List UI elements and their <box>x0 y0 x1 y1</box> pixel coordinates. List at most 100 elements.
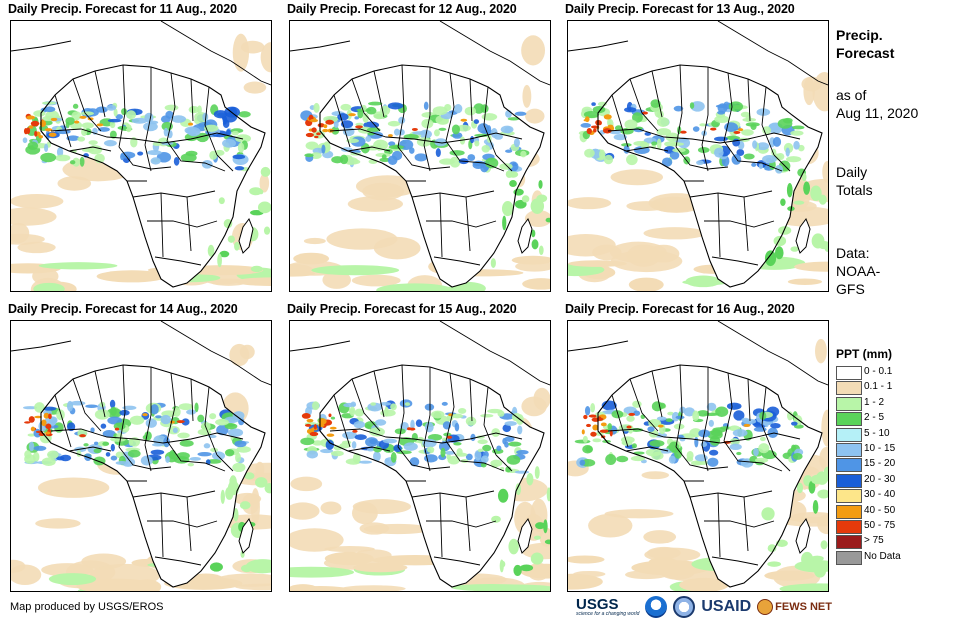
legend-swatch <box>836 458 862 473</box>
fews-globe-icon <box>757 599 774 615</box>
legend-label: 10 - 15 <box>864 442 896 454</box>
country-borders <box>329 64 523 266</box>
legend-label: 0 - 0.1 <box>864 366 893 377</box>
partner-logos: USGS science for a changing world USAID … <box>576 594 832 620</box>
africa-landmass <box>41 365 265 587</box>
legend-swatch <box>836 396 862 411</box>
precip-map <box>289 20 551 292</box>
usaid-logo: USAID <box>701 598 752 615</box>
rain-band <box>23 399 251 473</box>
precip-map <box>10 320 272 592</box>
country-borders <box>607 364 801 566</box>
fews-logo-text: FEWS NET <box>775 601 832 613</box>
map-canvas <box>568 21 828 291</box>
madagascar <box>517 517 533 554</box>
northern-coastlines <box>568 21 828 86</box>
rain-band <box>300 101 530 173</box>
heading-line-1: Precip. <box>836 27 883 43</box>
usgs-logo-text: USGS <box>576 596 619 613</box>
scattered-showers <box>491 466 550 576</box>
data-line-3: GFS <box>836 281 865 297</box>
legend-label: 30 - 40 <box>864 489 896 501</box>
legend-swatch <box>836 442 862 457</box>
as-of-date: as of Aug 11, 2020 <box>836 86 918 122</box>
data-source: Data: NOAA- GFS <box>836 244 880 298</box>
madagascar <box>517 217 533 254</box>
daily-totals: Daily Totals <box>836 163 873 199</box>
northern-coastlines <box>568 321 828 386</box>
legend-swatch <box>836 489 862 504</box>
legend-swatch <box>836 473 862 488</box>
legend-label: 40 - 50 <box>864 504 896 516</box>
legend-title: PPT (mm) <box>836 347 893 361</box>
panel-title: Daily Precip. Forecast for 12 Aug., 2020 <box>287 2 517 16</box>
madagascar <box>795 217 811 254</box>
legend-label: 1 - 2 <box>864 396 885 408</box>
africa-landmass <box>320 365 544 587</box>
map-canvas <box>11 321 271 591</box>
legend-swatch <box>836 412 862 427</box>
scattered-showers <box>209 472 271 573</box>
legend-label: No Data <box>864 550 901 562</box>
legend-label: 5 - 10 <box>864 427 890 439</box>
precip-map <box>10 20 272 292</box>
country-borders <box>607 64 801 266</box>
rain-band <box>22 101 251 172</box>
panel-title: Daily Precip. Forecast for 14 Aug., 2020 <box>8 302 238 316</box>
precip-map <box>567 20 829 292</box>
legend-swatch <box>836 519 862 534</box>
side-heading: Precip. Forecast <box>836 26 894 62</box>
precip-map <box>289 320 551 592</box>
light-rain-areas <box>290 387 550 591</box>
nasa-seal-logo <box>673 596 696 618</box>
coastline <box>597 64 823 288</box>
credit-text: Map produced by USGS/EROS <box>10 601 164 613</box>
coastline <box>597 364 823 588</box>
totals-line-1: Daily <box>836 164 868 180</box>
country-borders <box>50 364 244 566</box>
usgs-logo: USGS science for a changing world <box>576 597 639 617</box>
madagascar <box>795 517 811 554</box>
northern-coastlines <box>290 321 550 386</box>
forecast-panel-5: Daily Precip. Forecast for 15 Aug., 2020 <box>287 302 551 592</box>
legend-label: 0.1 - 1 <box>864 381 893 393</box>
forecast-panel-2: Daily Precip. Forecast for 12 Aug., 2020 <box>287 2 551 292</box>
heading-line-2: Forecast <box>836 45 895 61</box>
legend-swatch <box>836 366 862 380</box>
legend-swatch <box>836 504 862 519</box>
totals-line-2: Totals <box>836 182 873 198</box>
scattered-showers <box>761 466 828 578</box>
legend-label: 20 - 30 <box>864 473 896 485</box>
panel-title: Daily Precip. Forecast for 13 Aug., 2020 <box>565 2 795 16</box>
country-borders <box>50 64 244 266</box>
legend-swatch <box>836 550 862 565</box>
map-canvas <box>290 321 550 591</box>
country-borders <box>329 364 523 566</box>
legend-label: > 75 <box>864 535 884 547</box>
legend-swatch <box>836 535 862 550</box>
precip-map <box>567 320 829 592</box>
forecast-panel-1: Daily Precip. Forecast for 11 Aug., 2020 <box>8 2 272 292</box>
legend-swatch <box>836 381 862 396</box>
panel-title: Daily Precip. Forecast for 15 Aug., 2020 <box>287 302 517 316</box>
forecast-panel-4: Daily Precip. Forecast for 14 Aug., 2020 <box>8 302 272 592</box>
coastline <box>319 364 545 588</box>
data-line-1: Data: <box>836 245 870 261</box>
northern-coastlines <box>11 321 271 386</box>
legend-label: 15 - 20 <box>864 458 896 470</box>
northern-coastlines <box>290 21 550 86</box>
northern-coastlines <box>11 21 271 86</box>
panel-title: Daily Precip. Forecast for 16 Aug., 2020 <box>565 302 795 316</box>
legend-label: 2 - 5 <box>864 412 885 424</box>
africa-landmass <box>598 365 822 587</box>
legend-label: 50 - 75 <box>864 519 896 531</box>
legend-swatch <box>836 427 862 442</box>
map-canvas <box>290 21 550 291</box>
fews-net-logo: FEWS NET <box>757 599 832 615</box>
madagascar <box>238 517 254 554</box>
asof-line-1: as of <box>836 87 867 103</box>
light-rain-areas <box>290 35 550 291</box>
noaa-logo <box>645 596 668 618</box>
forecast-panel-3: Daily Precip. Forecast for 13 Aug., 2020 <box>565 2 829 292</box>
asof-line-2: Aug 11, 2020 <box>836 105 919 121</box>
